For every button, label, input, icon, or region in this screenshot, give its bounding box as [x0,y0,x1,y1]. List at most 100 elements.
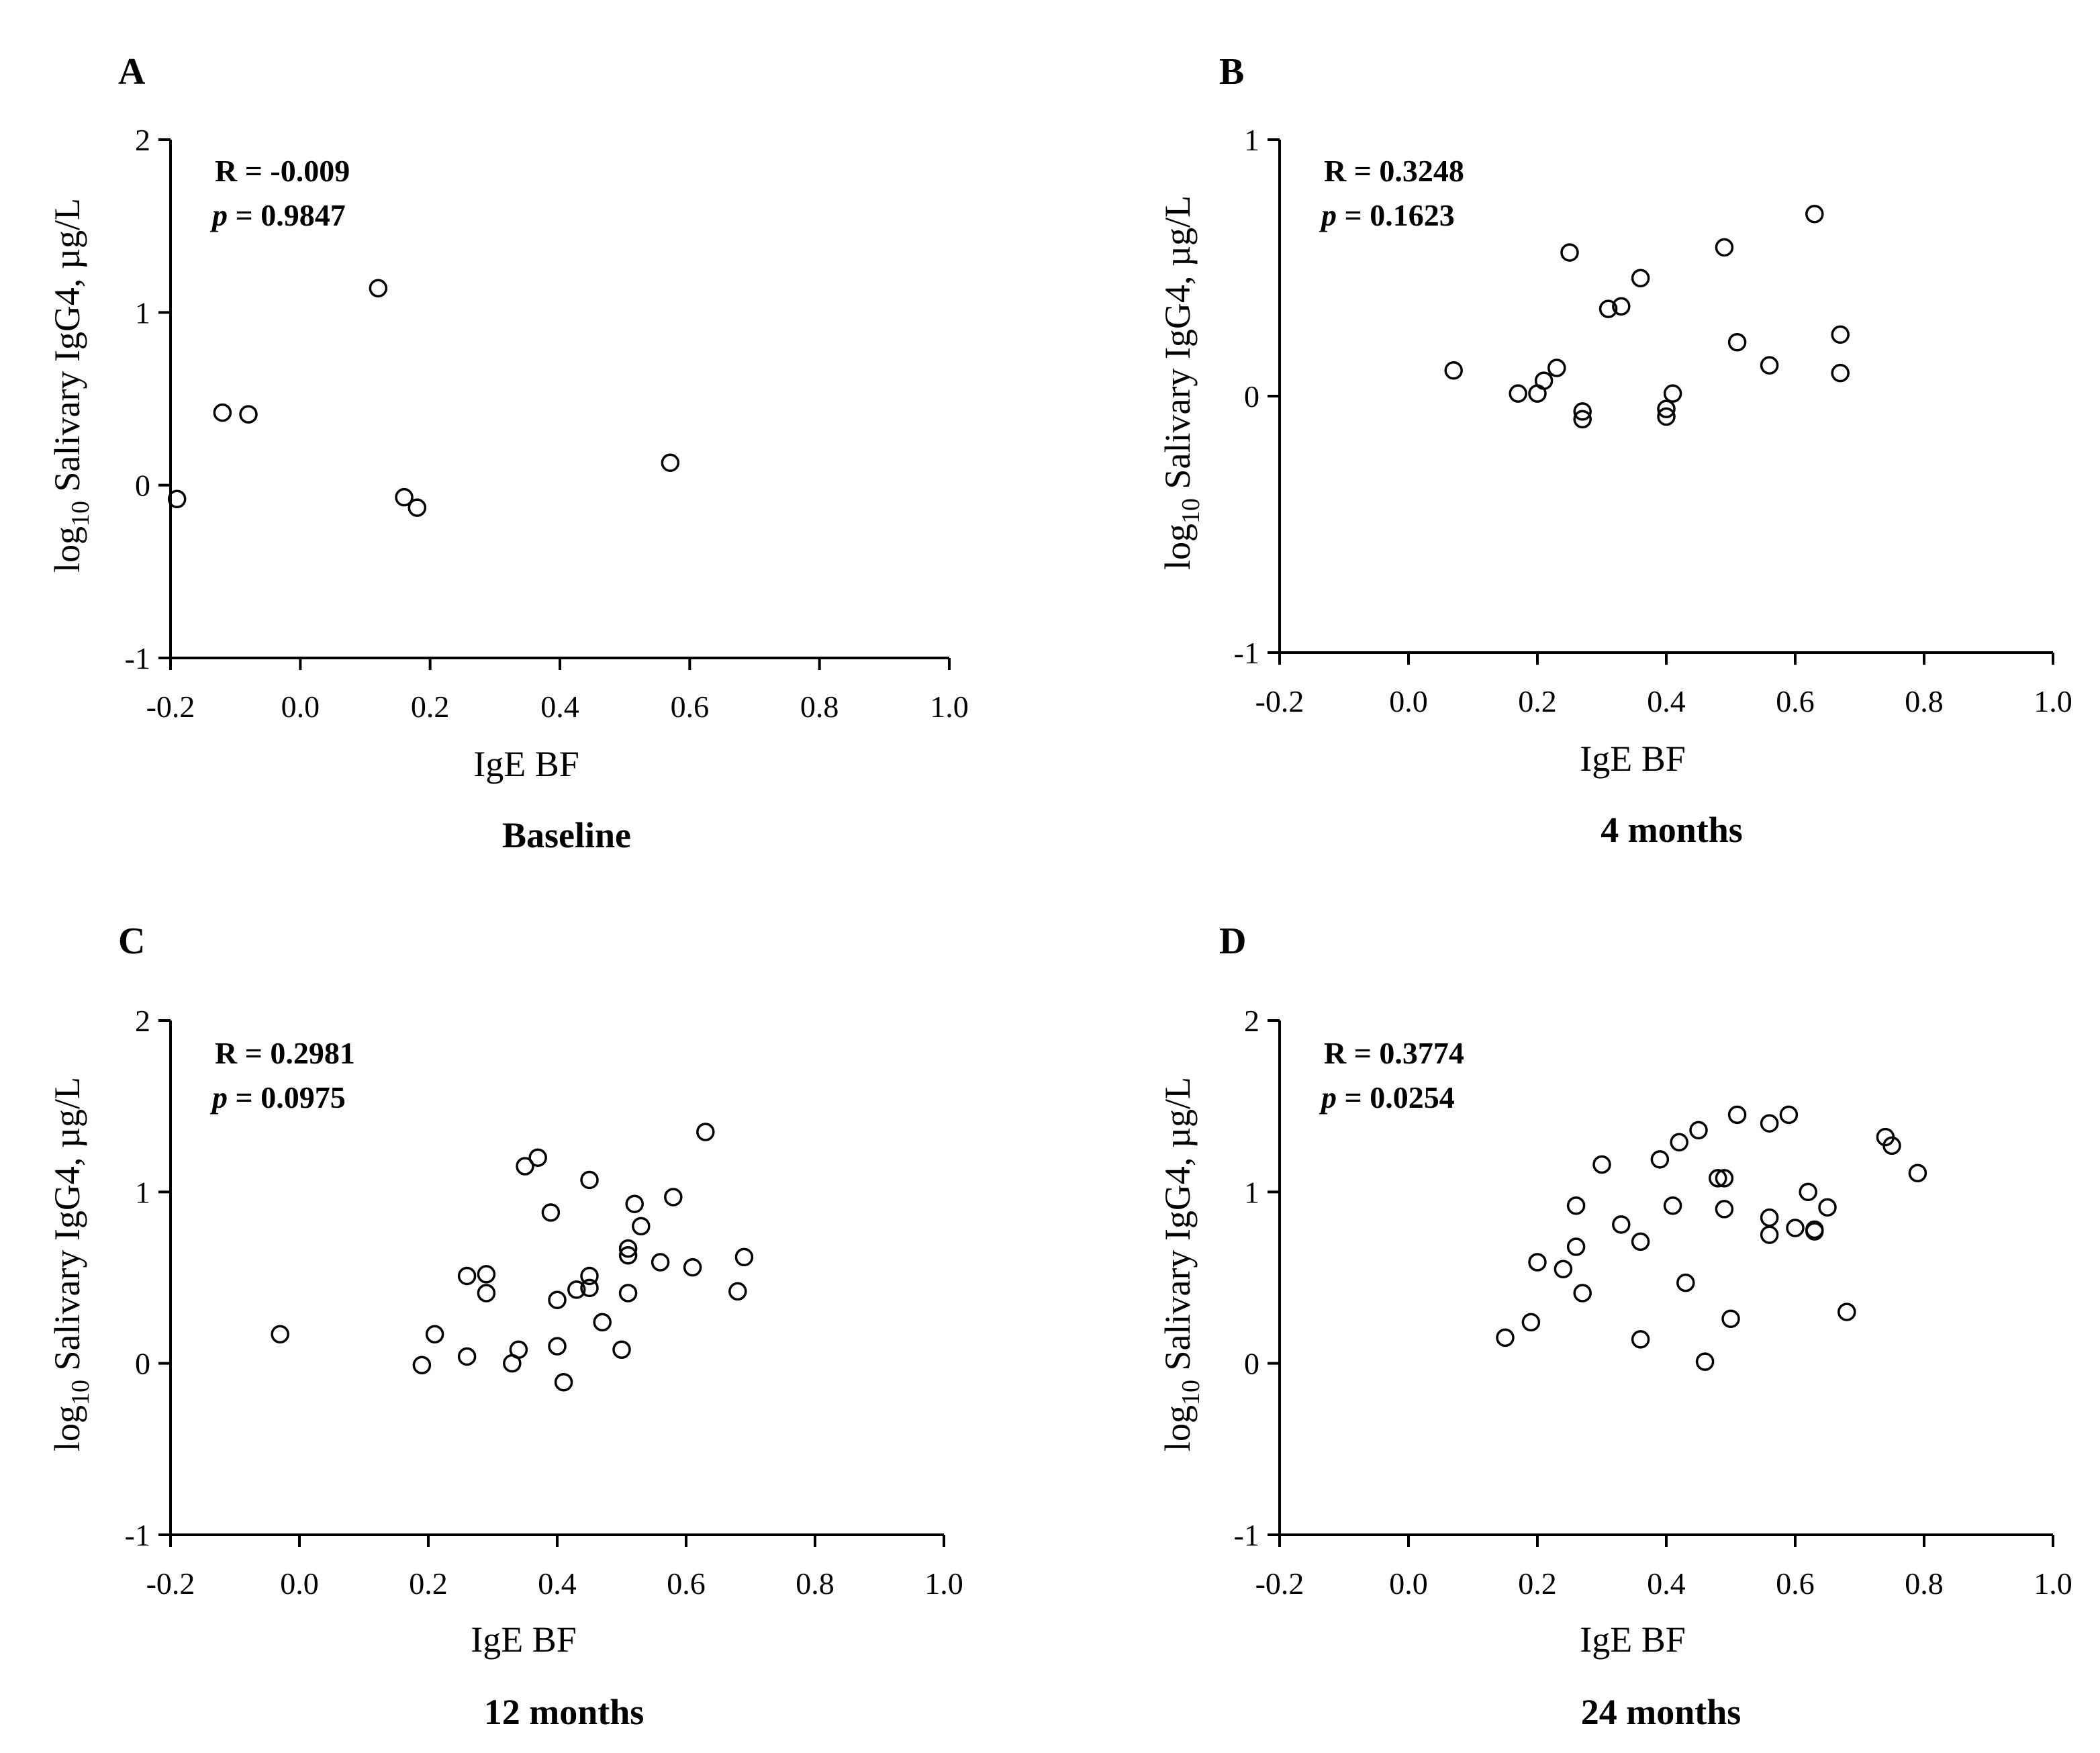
data-point [612,1340,631,1359]
data-point [548,1337,567,1356]
data-point [1657,399,1676,418]
x-tick-label: 1.0 [924,1566,963,1601]
y-tick-label: 0 [135,469,150,503]
data-point [239,405,258,424]
data-point [593,1313,612,1332]
data-point [651,1253,670,1272]
data-point [567,1280,586,1299]
data-point [541,1203,561,1222]
data-point [1799,1182,1817,1202]
panel-letter: C [118,920,145,962]
data-point [528,1148,547,1168]
y-tick-label: 1 [1244,123,1259,157]
data-point [408,498,427,517]
data-point [1573,410,1592,429]
data-point [1554,1260,1573,1278]
data-point [1779,1105,1799,1125]
data-point [580,1170,599,1190]
data-point [1908,1164,1927,1182]
data-point [1573,1284,1592,1302]
data-point [395,487,414,507]
x-tick-label: 1.0 [2034,684,2072,718]
x-tick-label: 1.0 [2034,1566,2072,1601]
data-point [412,1356,432,1374]
panel-caption: 12 months [484,1692,645,1732]
x-tick-label: -0.2 [1255,684,1304,718]
data-point [734,1247,754,1267]
data-point [625,1194,644,1213]
p-value: p = 0.0254 [1319,1080,1455,1115]
x-tick-label: 0.0 [1389,1566,1428,1601]
p-number: = 0.9847 [228,198,346,232]
x-tick-label: 0.4 [538,1566,577,1601]
panel-letter: D [1219,920,1246,962]
x-tick-label: 0.8 [1905,1566,1944,1601]
y-tick-label: 0 [1244,1347,1259,1381]
y-tick-label: 0 [135,1347,150,1381]
data-point [1592,1155,1611,1174]
x-tick-label: 0.4 [1647,1566,1686,1601]
data-point [1805,205,1824,224]
data-point [1715,238,1734,257]
data-point [1631,269,1650,288]
p-number: = 0.1623 [1337,198,1455,232]
x-tick-label: 0.6 [667,1566,706,1601]
data-point [1534,371,1554,390]
data-point [618,1239,638,1258]
data-point [1831,325,1850,344]
x-tick-label: 0.6 [1776,684,1815,718]
data-point [1689,1121,1708,1140]
x-tick-label: 0.2 [411,690,450,724]
data-point [1727,333,1747,352]
y-axis-label: log10 Salivary IgG4, µg/L [47,198,95,573]
panel-a: -0.2 0.0 0.2 0.4 0.6 0.8 1.0 -1 0 1 2 A R = -0.009 p … [47,51,969,855]
x-tick-label: -0.2 [1255,1566,1304,1601]
data-point [1560,243,1579,262]
data-point [167,489,187,509]
p-number: = 0.0975 [228,1080,346,1115]
data-point [1837,1302,1856,1321]
y-tick-label: -1 [1234,636,1259,670]
x-axis-label: IgE BF [473,744,579,784]
data-point [1521,1313,1541,1332]
data-point [1444,361,1463,380]
data-point [554,1373,573,1392]
data-point [1566,1237,1586,1256]
data-point [1882,1136,1901,1155]
data-point [1786,1219,1805,1237]
y-tick-label: -1 [125,641,150,675]
y-tick-label: 2 [1244,1004,1259,1038]
p-value: p = 0.9847 [209,198,346,232]
data-point [632,1217,651,1236]
x-axis-label: IgE BF [1580,1619,1686,1660]
data-point [1670,1133,1688,1152]
data-point [271,1325,289,1344]
data-point [1663,1196,1682,1215]
y-tick-label: 2 [135,1004,150,1038]
p-symbol: p [209,198,228,232]
panel-caption: 24 months [1581,1692,1741,1732]
data-point [1663,384,1682,403]
y-tick-label: -1 [1234,1518,1259,1552]
data-point [1715,1200,1734,1219]
data-point [1566,1196,1586,1215]
data-point [1496,1328,1515,1347]
data-point [1657,407,1676,426]
data-point [1612,297,1631,316]
data-point [664,1188,683,1206]
y-tick-label: 1 [1244,1175,1259,1209]
data-point [213,403,232,422]
data-point [661,453,680,472]
correlation-r: R = 0.3248 [1324,154,1464,188]
x-tick-label: 0.4 [540,690,579,724]
data-point [457,1347,477,1366]
y-axis-label: log10 Salivary IgG4, µg/L [1157,1077,1205,1452]
data-point [1631,1330,1650,1349]
p-number: = 0.0254 [1337,1080,1455,1115]
correlation-r: R = 0.2981 [215,1036,355,1070]
data-point [1528,1253,1547,1272]
data-point [457,1266,477,1286]
p-symbol: p [1319,198,1337,232]
data-point [516,1157,534,1176]
